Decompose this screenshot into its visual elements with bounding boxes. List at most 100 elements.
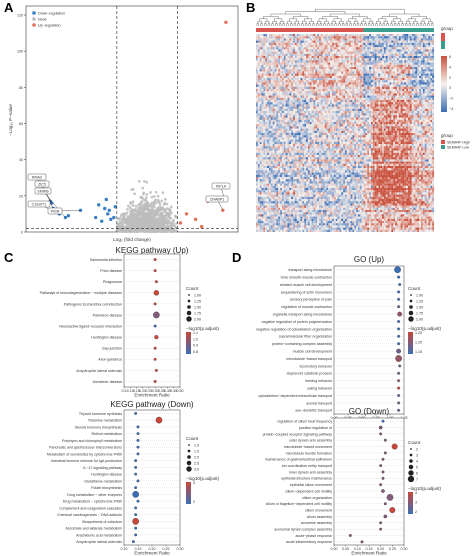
heatmap-cell — [265, 45, 268, 48]
volcano-none-point — [137, 230, 141, 233]
heatmap-cell — [415, 71, 418, 74]
heatmap-cell — [356, 38, 359, 41]
heatmap-cell — [398, 80, 401, 83]
heatmap-cell — [324, 113, 327, 116]
volcano-none-point — [126, 219, 130, 223]
heatmap-cell — [296, 82, 299, 85]
heatmap-cell — [315, 40, 318, 43]
heatmap-cell — [415, 100, 418, 103]
heatmap-cell — [294, 47, 297, 50]
heatmap-cell — [283, 67, 286, 70]
heatmap-cell — [287, 40, 290, 43]
heatmap-cell — [294, 82, 297, 85]
heatmap-cell — [296, 67, 299, 70]
heatmap-cell — [361, 36, 364, 39]
heatmap-cell — [311, 64, 314, 68]
heatmap-cell — [341, 78, 344, 81]
heatmap-cell — [389, 49, 392, 52]
heatmap-cell — [376, 95, 379, 98]
heatmap-cell — [306, 113, 308, 116]
heatmap-cell — [324, 38, 327, 41]
heatmap-cell — [333, 53, 336, 57]
heatmap-cell — [281, 64, 284, 68]
heatmap-cell — [324, 71, 327, 74]
heatmap-cell — [320, 38, 323, 41]
heatmap-cell — [354, 84, 357, 87]
heatmap-cell — [332, 108, 334, 112]
heatmap-cell — [411, 36, 414, 39]
heatmap-cell — [278, 93, 281, 96]
heatmap-cell — [337, 78, 340, 81]
heatmap-cell — [411, 95, 414, 98]
heatmap-cell — [322, 80, 325, 83]
heatmap-cell — [302, 111, 305, 114]
heatmap-cell — [268, 47, 271, 50]
heatmap-cell — [385, 91, 388, 94]
heatmap-cell — [396, 56, 399, 59]
heatmap-cell — [294, 104, 297, 107]
heatmap-cell — [294, 102, 297, 105]
heatmap-cell — [378, 104, 381, 107]
heatmap-cell — [307, 89, 310, 92]
heatmap-cell — [257, 91, 260, 94]
heatmap-cell — [281, 51, 284, 54]
heatmap-cell — [382, 75, 384, 79]
heatmap-cell — [421, 73, 423, 76]
heatmap-cell — [263, 69, 266, 72]
heatmap-cell — [357, 47, 360, 50]
heatmap-cell — [332, 84, 334, 87]
heatmap-cell — [365, 111, 368, 114]
heatmap-cell — [294, 75, 297, 79]
heatmap-cell — [319, 89, 321, 92]
heatmap-cell — [370, 113, 373, 116]
heatmap-cell — [276, 56, 279, 59]
heatmap-cell — [367, 86, 370, 90]
heatmap-cell — [413, 86, 416, 90]
heatmap-cell — [430, 93, 433, 96]
heatmap-cell — [363, 73, 366, 76]
heatmap-cell — [309, 75, 312, 79]
heatmap-cell — [387, 89, 390, 92]
heatmap-cell — [398, 40, 401, 43]
heatmap-cell — [380, 34, 383, 37]
heatmap-cell — [302, 113, 305, 116]
heatmap-cell — [404, 45, 407, 48]
heatmap-cell — [357, 102, 360, 105]
heatmap-cell — [332, 78, 334, 81]
heatmap-cell — [307, 82, 310, 85]
volcano-none-point — [153, 228, 156, 232]
heatmap-cell — [315, 84, 318, 87]
volcano-none-point — [127, 223, 131, 227]
heatmap-cell — [430, 67, 433, 70]
heatmap-cell — [315, 93, 318, 96]
heatmap-cell — [293, 69, 295, 72]
heatmap-cell — [415, 58, 418, 61]
dendrogram-branch — [352, 16, 368, 19]
heatmap-cell — [387, 42, 390, 46]
heatmap-cell — [300, 80, 303, 83]
heatmap-cell — [359, 97, 362, 101]
heatmap-cell — [424, 62, 427, 65]
heatmap-cell — [302, 100, 305, 103]
heatmap-cell — [354, 60, 357, 63]
heatmap-cell — [395, 47, 397, 50]
heatmap-cell — [274, 73, 277, 76]
heatmap-cell — [256, 119, 258, 123]
heatmap-cell — [268, 64, 271, 68]
heatmap-cell — [289, 62, 292, 65]
heatmap-cell — [367, 71, 370, 74]
volcano-none-point — [133, 230, 136, 233]
heatmap-cell — [283, 119, 286, 123]
heatmap-cell — [313, 71, 316, 74]
heatmap-cell — [263, 64, 266, 68]
heatmap-cell — [330, 75, 333, 79]
dendrogram-branch — [286, 23, 289, 26]
heatmap-cell — [307, 80, 310, 83]
heatmap-cell — [309, 69, 312, 72]
heatmap-cell — [317, 80, 320, 83]
heatmap-cell — [293, 47, 295, 50]
heatmap-cell — [330, 82, 333, 85]
heatmap-cell — [337, 56, 340, 59]
heatmap-cell — [387, 71, 390, 74]
heatmap-cell — [385, 34, 388, 37]
